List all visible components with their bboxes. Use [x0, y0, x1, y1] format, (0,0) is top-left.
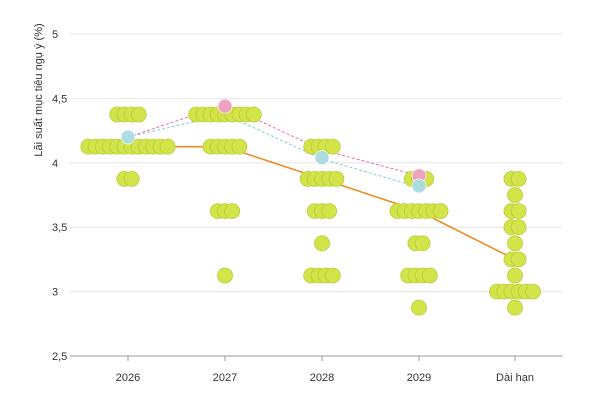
dot-mark — [507, 267, 523, 284]
y-tick-label: 2,5 — [52, 351, 67, 363]
dot-mark — [130, 106, 147, 123]
dot-mark — [507, 235, 523, 252]
x-tick-label: 2027 — [213, 372, 237, 384]
dot-mark — [224, 203, 241, 220]
dot-mark — [510, 251, 527, 268]
y-tick-label: 3 — [52, 287, 58, 299]
series-line-1 — [127, 113, 420, 188]
dot-marks — [80, 106, 541, 316]
x-tick-label: Dài hạn — [496, 372, 534, 384]
dot-mark — [507, 299, 523, 316]
y-tick-label: 3,5 — [52, 222, 67, 234]
dot-mark — [510, 203, 527, 220]
dot-mark — [414, 235, 431, 252]
median-markers — [120, 98, 427, 194]
dot-mark — [510, 219, 527, 236]
x-tick-label: 2029 — [407, 372, 431, 384]
dot-mark — [217, 267, 233, 284]
dot-mark — [328, 170, 345, 187]
y-tick-labels: 2,5 3 3,5 4 4,5 5 — [52, 29, 67, 363]
dot-mark — [324, 138, 341, 155]
dot-mark — [123, 170, 140, 187]
y-tick-label: 5 — [52, 29, 58, 41]
x-tick-label: 2028 — [310, 372, 334, 384]
x-tick-labels: 2026 2027 2028 2029 Dài hạn — [116, 372, 534, 384]
axes — [70, 355, 562, 361]
median-marker — [120, 129, 136, 145]
grid-lines — [70, 33, 562, 293]
median-marker — [217, 98, 233, 114]
dot-mark — [510, 170, 527, 187]
median-marker — [314, 150, 330, 165]
x-tick-label: 2026 — [116, 372, 140, 384]
y-tick-label: 4,5 — [52, 93, 67, 105]
series-line-2 — [127, 104, 420, 177]
dot-mark — [159, 138, 176, 155]
dot-mark — [231, 138, 248, 155]
dot-mark — [411, 299, 427, 316]
dot-mark — [321, 203, 338, 220]
dot-mark — [314, 235, 330, 252]
dot-mark — [525, 283, 541, 300]
dot-mark — [432, 203, 449, 220]
dot-mark — [507, 187, 523, 203]
y-axis-title: Lãi suất mục tiêu ngụ ý (%) — [33, 23, 45, 156]
dot-mark — [245, 106, 262, 123]
dot-mark — [421, 267, 438, 284]
y-tick-label: 4 — [52, 158, 58, 170]
dot-mark — [324, 267, 341, 284]
median-marker — [411, 178, 427, 194]
